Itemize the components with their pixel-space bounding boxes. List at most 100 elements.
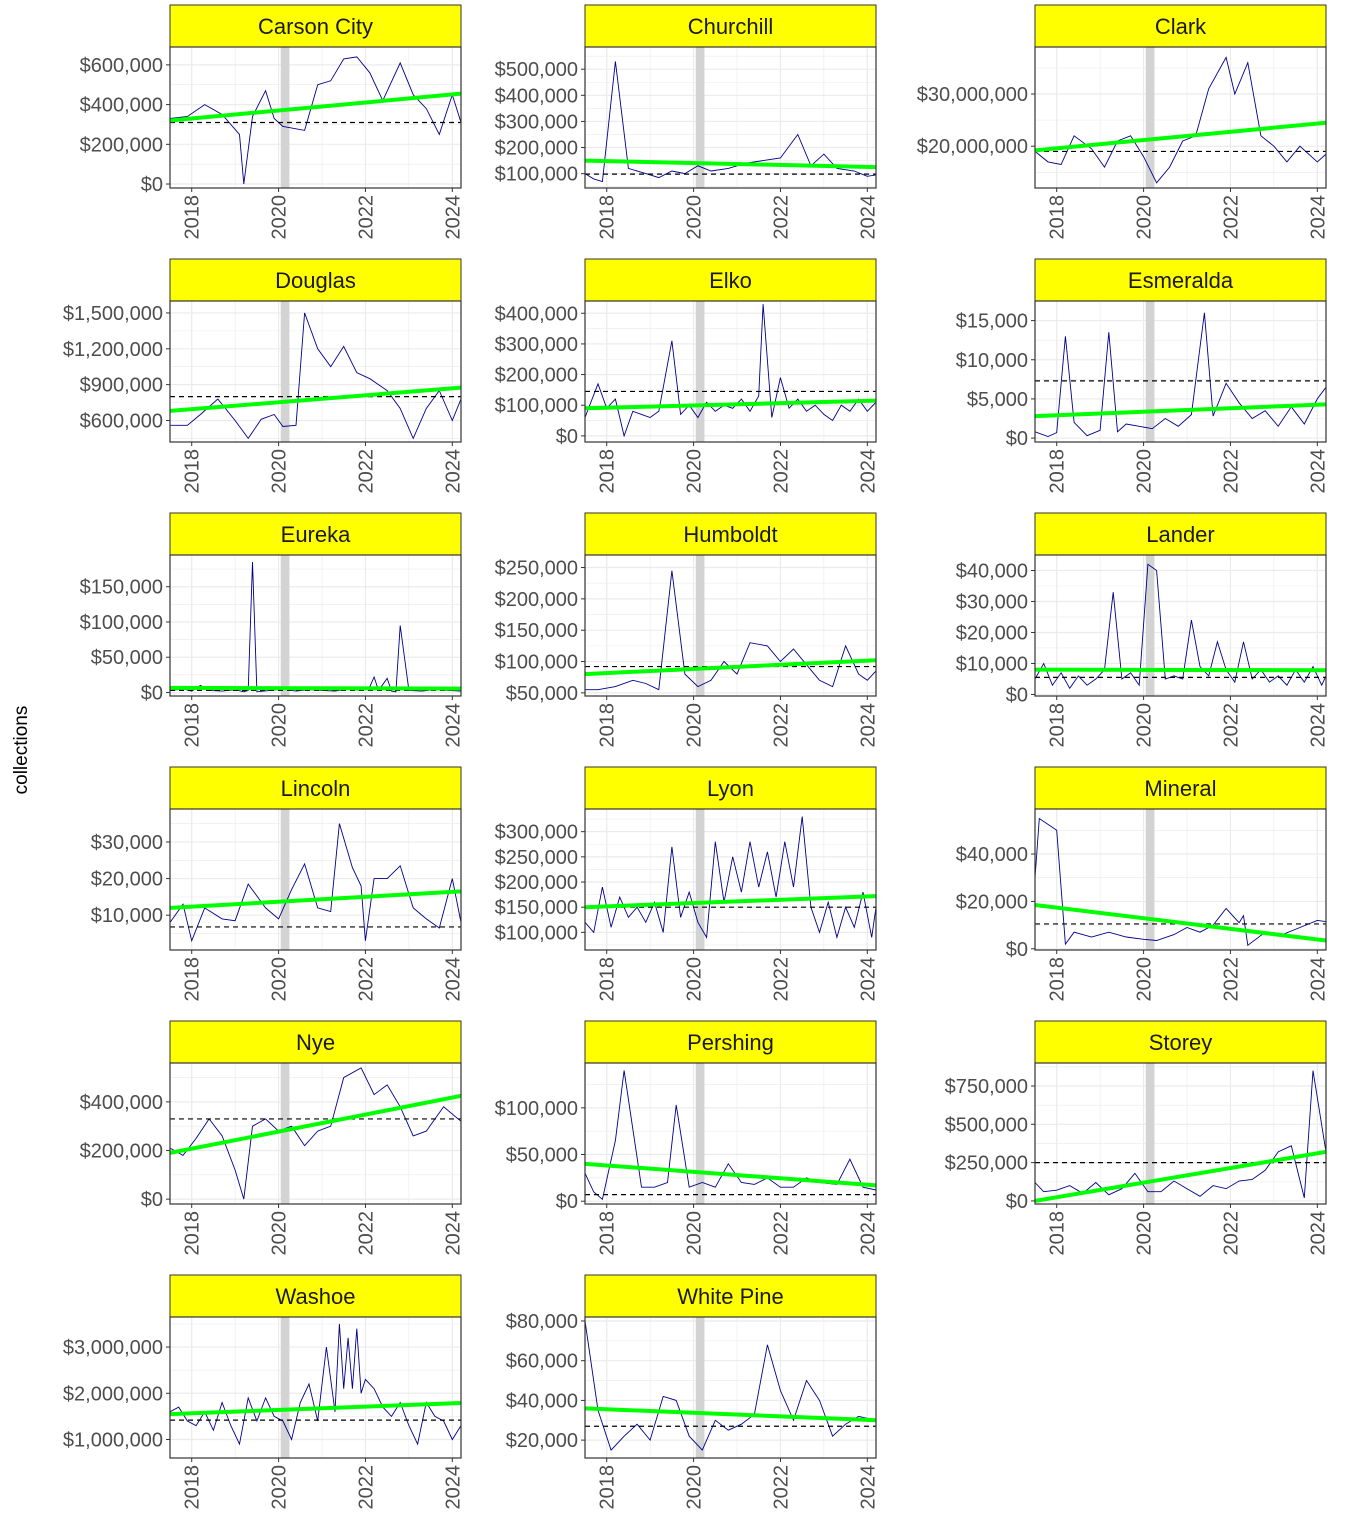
x-tick-label: 2022 — [355, 957, 377, 1002]
y-tick-label: $100,000 — [495, 164, 578, 186]
plot-content — [585, 301, 876, 442]
y-tick-label: $200,000 — [80, 134, 163, 156]
panel-border — [584, 554, 877, 697]
y-tick-label: $5,000 — [967, 389, 1028, 411]
y-tick-label: $750,000 — [945, 1076, 1028, 1098]
facet-title: Mineral — [1144, 776, 1216, 801]
x-tick-label: 2022 — [770, 449, 792, 494]
facet-strip — [169, 512, 462, 556]
y-tick-label: $10,000 — [956, 653, 1028, 675]
facet-strip — [1034, 512, 1327, 556]
y-tick-label: $0 — [1006, 684, 1028, 706]
y-tick-label: $40,000 — [956, 844, 1028, 866]
covid-band — [280, 1063, 290, 1204]
x-tick-label: 2022 — [355, 449, 377, 494]
collections-series-line — [1035, 312, 1326, 437]
x-tick-label: 2022 — [1220, 703, 1242, 748]
plot-area — [585, 809, 876, 950]
collections-series-line — [585, 1320, 876, 1451]
x-tick-label: 2020 — [1134, 1211, 1156, 1256]
facet-title: Carson City — [258, 14, 373, 39]
facet-strip — [169, 1020, 462, 1064]
x-tick-label: 2024 — [1307, 957, 1329, 1002]
y-tick-label: $3,000,000 — [63, 1337, 163, 1359]
facet-strip — [584, 1274, 877, 1318]
trend-line — [585, 658, 876, 677]
facet-panel: Esmeralda $0 $5,000 $10,000 $15,000 2018 2020 2… — [956, 258, 1329, 494]
covid-band — [1145, 47, 1155, 188]
x-tick-label: 2024 — [857, 449, 879, 494]
x-tick-label: 2018 — [597, 703, 619, 748]
y-tick-label: $0 — [1006, 1191, 1028, 1213]
collections-series-line — [170, 1323, 461, 1446]
x-tick-label: 2024 — [1307, 195, 1329, 240]
x-tick-label: 2024 — [857, 195, 879, 240]
panel-border — [1034, 300, 1327, 443]
x-tick-label: 2022 — [770, 195, 792, 240]
x-tick-label: 2020 — [269, 703, 291, 748]
y-tick-label: $0 — [1006, 428, 1028, 450]
y-tick-label: $100,000 — [495, 652, 578, 674]
plot-content — [585, 1063, 876, 1204]
facet-panel: Douglas $600,000 $900,000 $1,200,000 $1,500,… — [63, 258, 464, 494]
facet-title: Washoe — [276, 1284, 356, 1309]
facet-panel: Lincoln $10,000 $20,000 $30,000 2018 2020 2022… — [91, 766, 464, 1002]
y-tick-label: $200,000 — [495, 589, 578, 611]
x-tick-label: 2024 — [1307, 449, 1329, 494]
facet-title: Douglas — [275, 268, 356, 293]
y-tick-label: $40,000 — [506, 1390, 578, 1412]
covid-band — [1145, 1063, 1155, 1204]
x-tick-label: 2020 — [684, 195, 706, 240]
facet-title: Nye — [296, 1030, 335, 1055]
x-tick-label: 2024 — [857, 703, 879, 748]
y-tick-label: $100,000 — [80, 612, 163, 634]
x-tick-label: 2018 — [182, 449, 204, 494]
x-tick-label: 2024 — [857, 957, 879, 1002]
trend-line — [585, 158, 876, 170]
x-tick-label: 2020 — [269, 1465, 291, 1510]
trend-line — [1035, 902, 1326, 943]
facet-panel: Lander $0 $10,000 $20,000 $30,000 $40,000 2018… — [956, 512, 1329, 748]
y-tick-label: $2,000,000 — [63, 1383, 163, 1405]
facet-title: Lincoln — [281, 776, 351, 801]
trend-line — [585, 1161, 876, 1188]
plot-area — [585, 301, 876, 442]
x-tick-label: 2022 — [1220, 957, 1242, 1002]
trend-line — [1035, 402, 1326, 419]
panel-border — [584, 300, 877, 443]
facet-strip — [1034, 766, 1327, 810]
x-tick-label: 2024 — [1307, 703, 1329, 748]
x-tick-label: 2018 — [597, 1211, 619, 1256]
plot-content — [1035, 809, 1326, 950]
x-tick-label: 2020 — [684, 703, 706, 748]
trend-line — [585, 894, 876, 910]
y-tick-label: $40,000 — [956, 560, 1028, 582]
y-tick-label: $400,000 — [495, 85, 578, 107]
covid-band — [280, 555, 290, 696]
facet-strip — [1034, 4, 1327, 48]
y-tick-label: $1,500,000 — [63, 303, 163, 325]
trend-line — [170, 889, 461, 910]
y-tick-label: $1,000,000 — [63, 1430, 163, 1452]
x-tick-label: 2022 — [770, 703, 792, 748]
y-tick-label: $80,000 — [506, 1311, 578, 1333]
x-tick-label: 2020 — [1134, 957, 1156, 1002]
facet-strip — [169, 4, 462, 48]
plot-area — [170, 301, 461, 442]
panel-border — [584, 808, 877, 951]
facet-title: Eureka — [281, 522, 351, 547]
facet-title: Storey — [1149, 1030, 1213, 1055]
y-tick-label: $10,000 — [91, 905, 163, 927]
facet-title: Esmeralda — [1128, 268, 1234, 293]
x-tick-label: 2022 — [770, 1465, 792, 1510]
covid-band — [1145, 555, 1155, 696]
collections-series-line — [170, 823, 461, 943]
y-tick-label: $500,000 — [495, 59, 578, 81]
x-tick-label: 2022 — [770, 1211, 792, 1256]
x-tick-label: 2020 — [684, 449, 706, 494]
y-tick-label: $1,200,000 — [63, 339, 163, 361]
x-tick-label: 2020 — [269, 449, 291, 494]
collections-series-line — [1035, 563, 1326, 690]
facet-strip — [584, 1020, 877, 1064]
x-tick-label: 2018 — [597, 449, 619, 494]
